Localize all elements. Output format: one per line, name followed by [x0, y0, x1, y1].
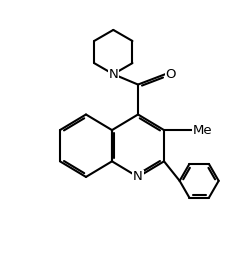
Text: N: N — [108, 68, 118, 81]
Text: N: N — [133, 170, 143, 183]
Text: Me: Me — [193, 124, 212, 137]
Text: O: O — [165, 68, 176, 81]
